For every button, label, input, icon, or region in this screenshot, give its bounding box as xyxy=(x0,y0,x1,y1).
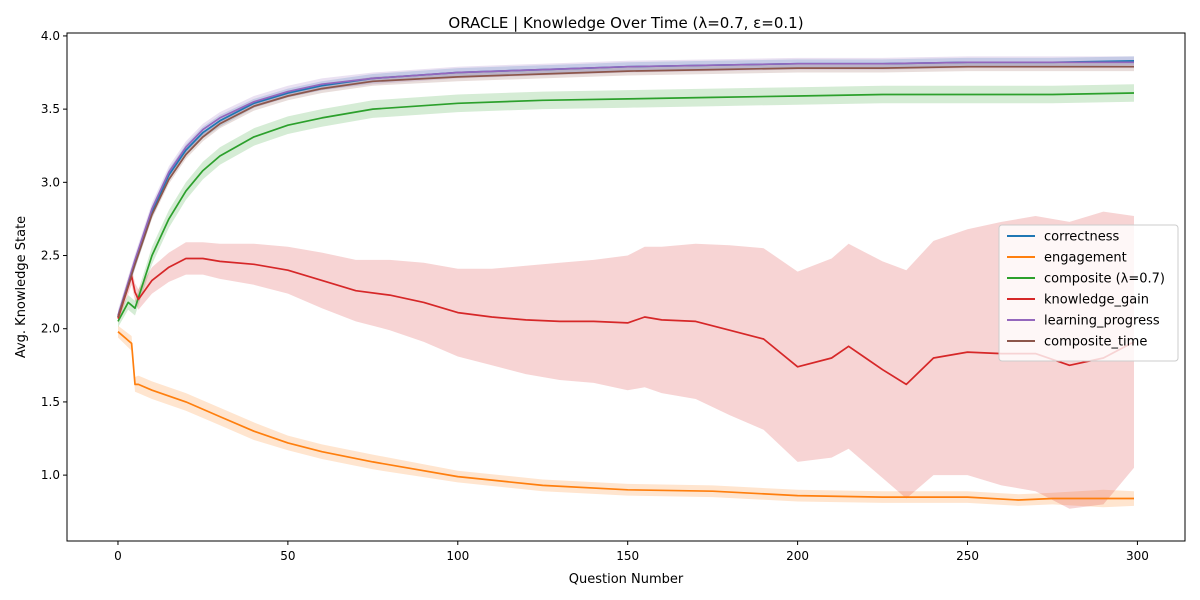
y-axis-label: Avg. Knowledge State xyxy=(14,216,29,358)
legend-label-composite-0-7: composite (λ=0.7) xyxy=(1044,272,1165,287)
y-tick-label: 3.5 xyxy=(41,102,60,116)
legend-label-engagement: engagement xyxy=(1044,251,1127,266)
legend-label-correctness: correctness xyxy=(1044,230,1120,245)
x-tick-label: 250 xyxy=(956,549,979,563)
legend-box xyxy=(998,224,1179,362)
plot-frame xyxy=(66,32,1186,542)
series-line-knowledge-gain xyxy=(117,257,1135,386)
series-line-composite-time xyxy=(117,65,1134,318)
y-tick-label: 3.0 xyxy=(41,175,60,189)
x-tick-label: 100 xyxy=(446,549,469,563)
legend-label-learning-progress: learning_progress xyxy=(1044,314,1160,329)
x-axis-label: Question Number xyxy=(569,572,684,587)
y-tick-label: 2.0 xyxy=(41,322,60,336)
x-axis-ticks: 0 50 100 150 200 250 300 xyxy=(114,541,1149,563)
band-knowledge-gain xyxy=(118,211,1134,509)
y-axis-ticks: 1.0 1.5 2.0 2.5 3.0 3.5 4.0 xyxy=(41,29,67,482)
legend-label-composite-time: composite_time xyxy=(1044,335,1147,350)
series-line-composite-0-7 xyxy=(117,92,1135,322)
y-tick-label: 1.5 xyxy=(41,395,60,409)
chart-title: ORACLE | Knowledge Over Time (λ=0.7, ε=0… xyxy=(448,14,803,32)
y-tick-label: 2.5 xyxy=(41,249,60,263)
y-tick-label: 1.0 xyxy=(41,468,60,482)
y-tick-label: 4.0 xyxy=(41,29,60,43)
legend: correctness engagement composite (λ=0.7) kn… xyxy=(998,224,1179,362)
series-line-learning-progress xyxy=(117,61,1134,316)
series-line-engagement xyxy=(117,331,1134,501)
series-lines xyxy=(117,59,1135,501)
x-tick-label: 300 xyxy=(1126,549,1149,563)
x-tick-label: 200 xyxy=(786,549,809,563)
x-tick-label: 50 xyxy=(280,549,295,563)
legend-label-knowledge-gain: knowledge_gain xyxy=(1044,293,1149,308)
x-tick-label: 150 xyxy=(616,549,639,563)
x-tick-label: 0 xyxy=(114,549,122,563)
